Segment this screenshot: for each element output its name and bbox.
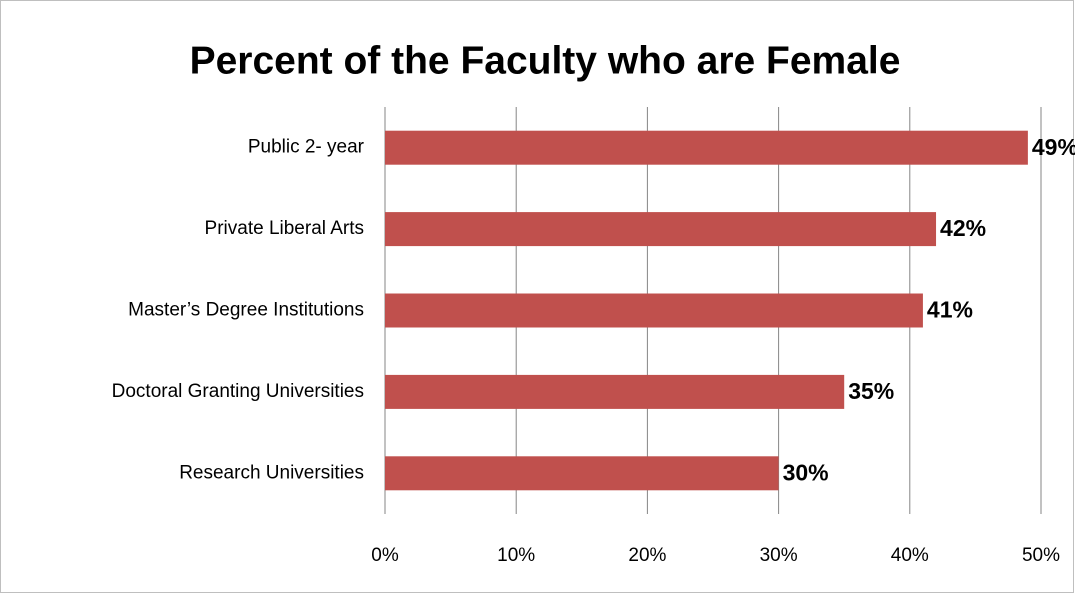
y-tick-label: Public 2- year [248, 137, 365, 158]
bar [385, 374, 845, 409]
x-tick-label: 20% [628, 545, 666, 566]
y-tick-label: Private Liberal Arts [205, 218, 364, 239]
data-label: 41% [927, 297, 973, 323]
x-tick-label: 30% [760, 545, 798, 566]
x-tick-label: 50% [1022, 545, 1060, 566]
bar [385, 293, 923, 328]
x-tick-label: 40% [891, 545, 929, 566]
y-tick-label: Research Universities [179, 462, 364, 483]
chart-title: Percent of the Faculty who are Female [190, 39, 901, 82]
y-tick-label: Master’s Degree Institutions [128, 300, 364, 321]
x-tick-label: 0% [371, 545, 399, 566]
data-label: 30% [783, 459, 829, 485]
bar [385, 456, 779, 491]
data-label: 42% [940, 215, 986, 241]
y-tick-label: Doctoral Granting Universities [112, 381, 364, 402]
bar [385, 212, 937, 247]
bar [385, 130, 1028, 165]
data-label: 35% [848, 378, 894, 404]
x-tick-label: 10% [497, 545, 535, 566]
data-label: 49% [1032, 134, 1075, 160]
